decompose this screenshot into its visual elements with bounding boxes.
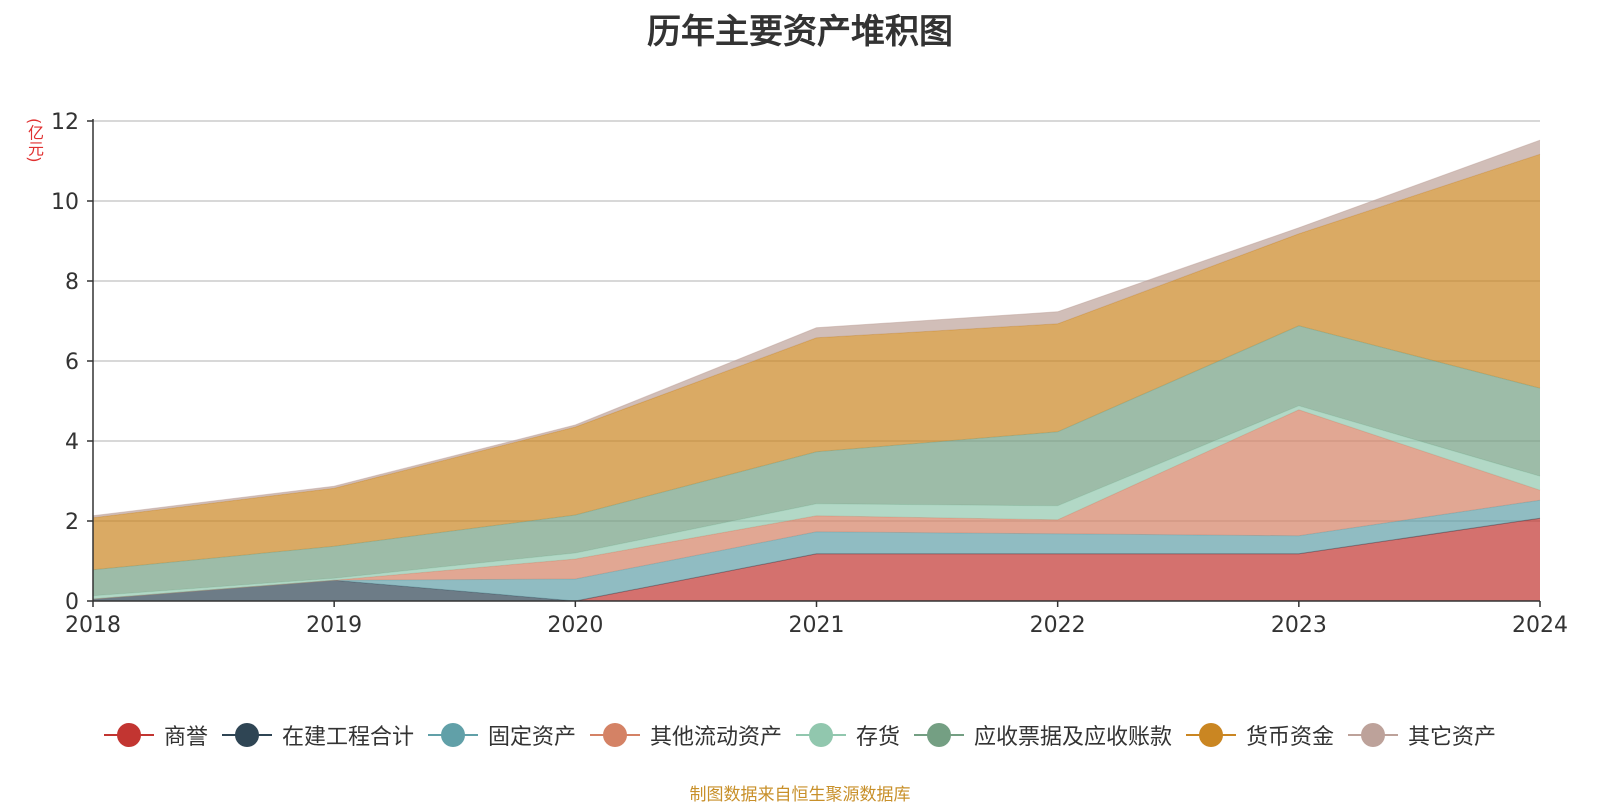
- x-tick-label: 2019: [306, 613, 362, 638]
- stacked-area-chart: 0 2 4 6 8 10 12 2018 2019 2020 2021 2022 2023 2024: [51, 110, 1568, 638]
- legend-marker-icon: [103, 723, 154, 747]
- x-tick-label: 2022: [1030, 613, 1086, 638]
- series-area-0: [93, 518, 1540, 601]
- series-area-5: [93, 325, 1540, 596]
- series-area-1: [93, 518, 1540, 601]
- legend-marker-icon: [796, 723, 846, 747]
- legend-marker-icon: [427, 723, 478, 747]
- legend-item[interactable]: 在建工程合计: [221, 719, 414, 751]
- series-area-6: [93, 154, 1540, 570]
- data-source-note: 制图数据来自恒生聚源数据库: [689, 785, 911, 805]
- y-tick-label: 8: [65, 270, 79, 295]
- chart-legend[interactable]: 商誉 在建工程合计 固定资产 其他流动资产 存货 应收票据及应收账款 货币资金 其它资产: [0, 719, 1600, 751]
- x-tick-label: 2024: [1512, 613, 1568, 638]
- x-tick-label: 2018: [65, 613, 121, 638]
- legend-label: 货币资金: [1246, 725, 1335, 750]
- y-tick-label: 4: [65, 430, 79, 455]
- legend-label: 其它资产: [1408, 725, 1497, 750]
- legend-marker-icon: [1348, 723, 1399, 747]
- legend-item[interactable]: 其他流动资产: [589, 719, 782, 751]
- y-tick-label: 10: [51, 190, 79, 215]
- chart-title: 历年主要资产堆积图: [647, 12, 953, 52]
- y-tick-label: 2: [65, 510, 79, 535]
- legend-item[interactable]: 商誉: [103, 719, 208, 751]
- y-tick-label: 6: [65, 350, 79, 375]
- y-tick-label: 0: [65, 590, 79, 615]
- legend-item[interactable]: 存货: [796, 719, 900, 751]
- legend-label: 商誉: [163, 725, 208, 750]
- legend-label: 其他流动资产: [649, 725, 782, 750]
- legend-label: 固定资产: [487, 725, 576, 750]
- series-area-7: [93, 140, 1540, 518]
- legend-item[interactable]: 其它资产: [1348, 719, 1496, 751]
- legend-label: 应收票据及应收账款: [974, 725, 1173, 750]
- legend-marker-icon: [221, 723, 272, 747]
- legend-item[interactable]: 固定资产: [427, 719, 576, 751]
- legend-item[interactable]: 货币资金: [1186, 719, 1334, 751]
- series-area-2: [93, 500, 1540, 601]
- series-line-7: [92, 139, 1541, 517]
- legend-item[interactable]: 应收票据及应收账款: [914, 719, 1172, 751]
- y-tick-label: 12: [51, 110, 79, 135]
- x-tick-label: 2021: [789, 613, 845, 638]
- series-area-3: [93, 409, 1540, 599]
- legend-marker-icon: [589, 723, 640, 747]
- x-tick-label: 2020: [547, 613, 603, 638]
- x-tick-label: 2023: [1271, 613, 1327, 638]
- legend-marker-icon: [1186, 723, 1237, 747]
- legend-label: 在建工程合计: [281, 725, 414, 750]
- legend-label: 存货: [856, 725, 901, 750]
- y-axis-unit-label: (亿元): [25, 118, 44, 163]
- legend-marker-icon: [914, 723, 965, 747]
